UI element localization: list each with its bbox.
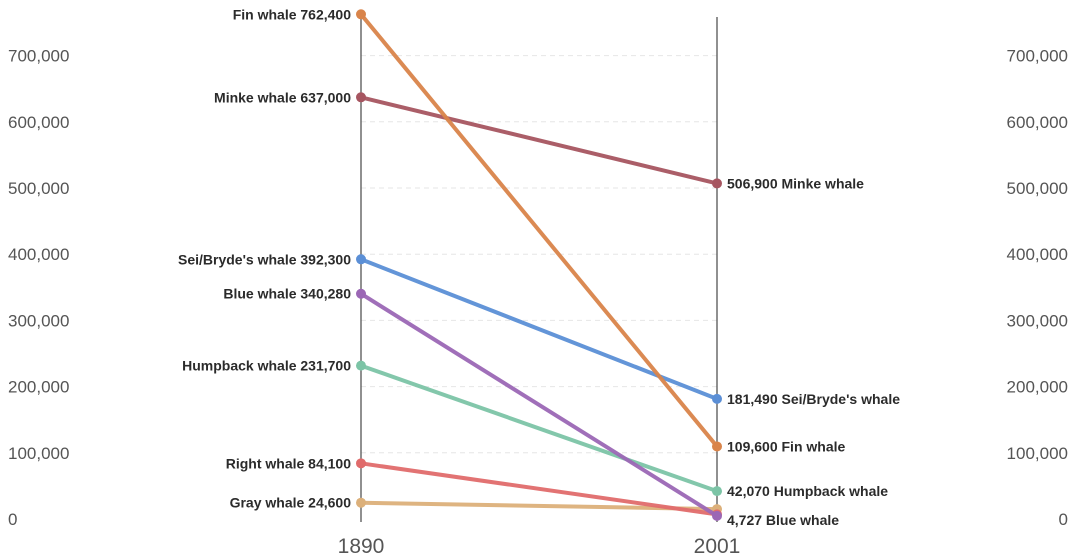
y-tick-label-left-6: 600,000 [8, 113, 69, 132]
y-tick-label-left-1: 100,000 [8, 444, 69, 463]
label-right-humpback-whale: 42,070 Humpback whale [727, 483, 888, 499]
y-tick-label-right-6: 600,000 [1007, 113, 1068, 132]
label-right-minke-whale: 506,900 Minke whale [727, 175, 864, 191]
y-tick-label-right-2: 200,000 [1007, 378, 1068, 397]
series-line-blue-whale [359, 291, 719, 518]
point-minke-whale-2001 [712, 178, 722, 189]
label-left-humpback-whale: Humpback whale 231,700 [182, 358, 351, 374]
point-humpback-whale-2001 [712, 486, 722, 497]
x-tick-label-2001: 2001 [694, 535, 741, 555]
point-sei-bryde-s-whale-2001 [712, 393, 722, 404]
y-tick-label-right-4: 400,000 [1007, 245, 1068, 264]
label-layer: Fin whale 762,400 Minke whale 637,000 Sei/… [178, 6, 900, 528]
y-tick-label-left-7: 700,000 [8, 47, 69, 66]
label-left-minke-whale: Minke whale 637,000 [214, 89, 351, 105]
series-line-gray-whale [359, 500, 719, 512]
series-line-humpback-whale [359, 363, 719, 494]
label-right-fin-whale: 109,600 Fin whale [727, 438, 845, 454]
y-tick-label-left-3: 300,000 [8, 311, 69, 330]
label-left-fin-whale: Fin whale 762,400 [233, 6, 351, 22]
label-right-sei-bryde-s-whale: 181,490 Sei/Bryde's whale [727, 391, 900, 407]
y-tick-label-right-3: 300,000 [1007, 311, 1068, 330]
series-line-right-whale [359, 461, 719, 517]
label-right-blue-whale: 4,727 Blue whale [727, 512, 839, 528]
point-minke-whale-1890 [356, 92, 366, 103]
point-blue-whale-1890 [356, 288, 366, 299]
point-fin-whale-2001 [712, 441, 722, 452]
point-gray-whale-1890 [356, 497, 366, 508]
y-tick-label-right-1: 100,000 [1007, 444, 1068, 463]
y-tick-label-right-7: 700,000 [1007, 47, 1068, 66]
series-line-minke-whale [359, 95, 719, 186]
series-line-fin-whale [359, 12, 719, 449]
point-fin-whale-1890 [356, 9, 366, 20]
series-layer [356, 9, 722, 521]
y-tick-label-left-2: 200,000 [8, 378, 69, 397]
y-tick-label-left-0: 0 [8, 510, 17, 529]
point-right-whale-1890 [356, 458, 366, 469]
label-left-sei-bryde-s-whale: Sei/Bryde's whale 392,300 [178, 251, 351, 267]
point-blue-whale-2001 [712, 510, 722, 521]
label-left-right-whale: Right whale 84,100 [226, 455, 351, 471]
point-humpback-whale-1890 [356, 360, 366, 371]
point-sei-bryde-s-whale-1890 [356, 254, 366, 265]
y-tick-label-left-4: 400,000 [8, 245, 69, 264]
y-tick-label-left-5: 500,000 [8, 179, 69, 198]
y-tick-label-right-0: 0 [1059, 510, 1068, 529]
grid-layer [361, 55, 717, 454]
label-left-gray-whale: Gray whale 24,600 [230, 495, 352, 511]
y-tick-label-right-5: 500,000 [1007, 179, 1068, 198]
x-tick-label-1890: 1890 [338, 535, 385, 555]
axis-layer: 0 0 100,000 100,000 200,000 200,000 300,000 300… [8, 17, 1068, 555]
label-left-blue-whale: Blue whale 340,280 [223, 286, 351, 302]
